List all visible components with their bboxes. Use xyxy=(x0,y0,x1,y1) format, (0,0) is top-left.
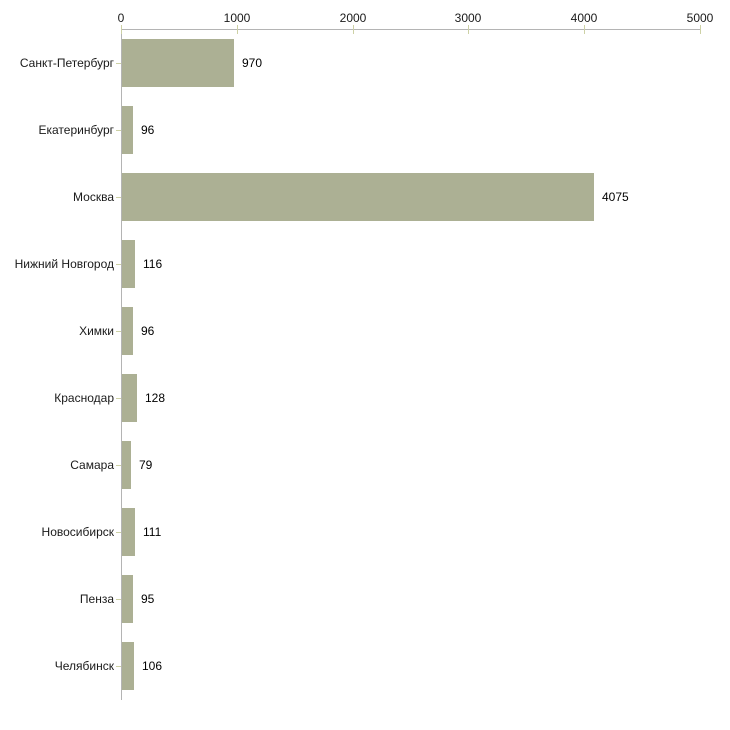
x-tick-label: 0 xyxy=(117,11,125,25)
x-tick-label: 5000 xyxy=(686,11,714,25)
y-tick-mark xyxy=(116,398,121,399)
x-tick-label: 3000 xyxy=(454,11,482,25)
y-tick-mark xyxy=(116,331,121,332)
x-tick-mark xyxy=(237,25,238,34)
y-tick-mark xyxy=(116,197,121,198)
bar xyxy=(122,374,137,422)
category-label: Самара xyxy=(70,458,114,472)
value-label: 970 xyxy=(242,56,263,70)
y-tick-mark xyxy=(116,63,121,64)
x-tick-label: 1000 xyxy=(223,11,251,25)
category-label: Москва xyxy=(73,190,114,204)
x-tick-mark xyxy=(121,25,122,34)
y-tick-mark xyxy=(116,264,121,265)
category-label: Санкт-Петербург xyxy=(19,56,114,70)
x-tick-mark xyxy=(353,25,354,34)
x-tick-label: 2000 xyxy=(339,11,367,25)
value-label: 106 xyxy=(142,659,163,673)
bar xyxy=(122,575,133,623)
value-label: 79 xyxy=(139,458,153,472)
category-label: Екатеринбург xyxy=(38,123,115,137)
y-tick-mark xyxy=(116,465,121,466)
category-label: Краснодар xyxy=(54,391,114,405)
category-label: Химки xyxy=(79,324,114,338)
x-tick-mark xyxy=(468,25,469,34)
value-label: 116 xyxy=(143,257,163,271)
y-tick-mark xyxy=(116,666,121,667)
y-axis-line xyxy=(121,29,122,700)
bar xyxy=(122,441,131,489)
x-tick-label: 4000 xyxy=(570,11,598,25)
value-label: 4075 xyxy=(602,190,629,204)
category-label: Нижний Новгород xyxy=(14,257,114,271)
category-label: Пенза xyxy=(79,592,114,606)
x-axis-line xyxy=(121,29,701,30)
bar xyxy=(122,106,133,154)
bar xyxy=(122,240,135,288)
y-tick-mark xyxy=(116,532,121,533)
bar xyxy=(122,508,135,556)
y-tick-mark xyxy=(116,130,121,131)
value-label: 96 xyxy=(141,324,155,338)
value-label: 96 xyxy=(141,123,155,137)
y-tick-mark xyxy=(116,599,121,600)
value-label: 128 xyxy=(145,391,166,405)
value-label: 95 xyxy=(141,592,155,606)
x-tick-mark xyxy=(584,25,585,34)
category-label: Новосибирск xyxy=(41,525,114,539)
bar xyxy=(122,642,134,690)
value-label: 111 xyxy=(143,525,162,539)
bar xyxy=(122,39,234,87)
category-label: Челябинск xyxy=(54,659,114,673)
x-tick-mark xyxy=(700,25,701,34)
bar xyxy=(122,173,594,221)
bar xyxy=(122,307,133,355)
